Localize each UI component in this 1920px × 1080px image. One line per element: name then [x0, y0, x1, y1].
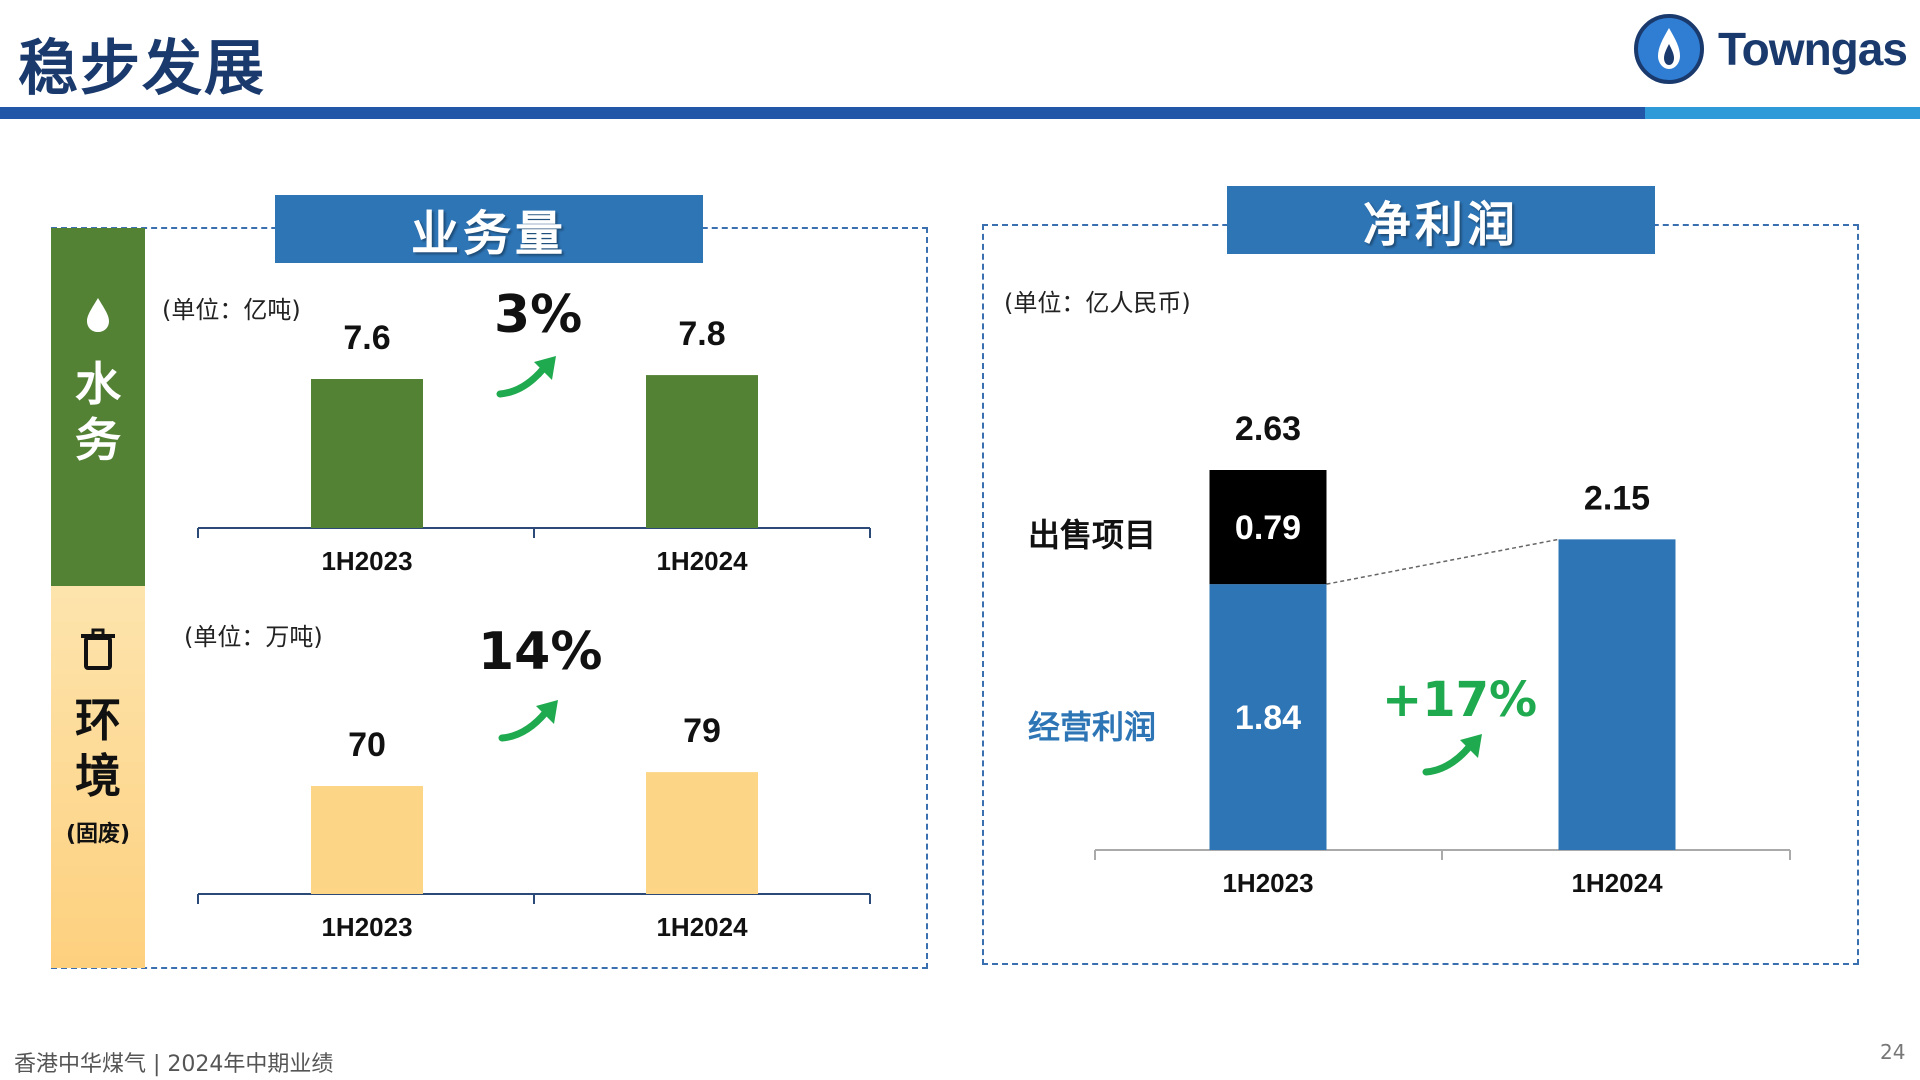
bar-1H2024	[646, 772, 758, 894]
bar-1H2024-series-0	[1558, 539, 1676, 850]
up-arrow-icon	[498, 700, 558, 742]
segment-label-1H2023-series-0: 1.84	[1235, 699, 1301, 737]
x-tick-label-1H2024: 1H2024	[656, 912, 748, 942]
header-rule-dark	[0, 107, 1645, 119]
water-label-2: 务	[75, 413, 121, 467]
environment-label-1: 环	[75, 693, 121, 747]
data-label-1H2024: 7.8	[678, 315, 725, 353]
environment-unit: (单位：万吨)	[184, 623, 323, 651]
business-volume-header: 业务量	[275, 195, 703, 263]
page-title: 稳步发展	[18, 34, 266, 104]
water-label-1: 水	[75, 357, 121, 411]
up-arrow-icon	[1422, 734, 1482, 776]
bar-1H2023	[311, 379, 423, 528]
bar-1H2024	[646, 375, 758, 528]
header-rule-light	[1645, 107, 1920, 119]
net-profit-header: 净利润	[1227, 186, 1655, 254]
towngas-logo: Towngas	[1634, 12, 1908, 92]
data-label-1H2024: 79	[683, 712, 721, 750]
water-growth: 3%	[494, 285, 583, 345]
bar-1H2023-series-0	[1209, 584, 1327, 850]
trash-bin-icon	[81, 628, 115, 670]
segment-label-1H2023-series-1: 0.79	[1235, 509, 1301, 547]
footer-text: 香港中华煤气 | 2024年中期业绩	[14, 1052, 334, 1077]
x-tick-label-1H2024: 1H2024	[656, 546, 748, 576]
water-drop-icon	[87, 298, 109, 332]
environment-sub-label: (固废)	[65, 822, 131, 847]
data-label-1H2023: 7.6	[343, 319, 390, 357]
page-number: 24	[1880, 1040, 1906, 1064]
net-profit-growth: +17%	[1382, 672, 1538, 728]
net-profit-chart: 1.84 0.79 2.63 1H2023 2.15 1H2024	[1094, 410, 1791, 898]
x-tick-label-1H2023: 1H2023	[321, 912, 412, 942]
x-tick-label-1H2023: 1H2023	[321, 546, 412, 576]
logo-badge	[1634, 14, 1704, 84]
up-arrow-icon	[496, 356, 556, 398]
total-label-1H2023: 2.63	[1235, 410, 1301, 448]
flame-icon	[1658, 28, 1680, 69]
logo-text: Towngas	[1718, 23, 1908, 75]
data-label-1H2023: 70	[348, 726, 386, 764]
connector-line	[1326, 538, 1559, 585]
bar-1H2023	[311, 786, 423, 894]
environment-growth: 14%	[478, 622, 603, 682]
bar-1H2023-series-1	[1209, 470, 1327, 585]
environment-sidebar: 环 境 (固废)	[51, 586, 145, 968]
water-chart: 7.6 1H2023 7.8 1H2024	[197, 315, 871, 576]
environment-chart: 70 1H2023 79 1H2024	[197, 712, 871, 942]
water-unit: (单位：亿吨)	[162, 296, 301, 324]
total-label-1H2024: 2.15	[1584, 479, 1650, 517]
water-sidebar: 水 务	[51, 228, 145, 586]
net-profit-unit: (单位：亿人民币)	[1004, 289, 1191, 317]
x-tick-label-1H2024: 1H2024	[1571, 868, 1663, 898]
sale-project-label: 出售项目	[1028, 516, 1157, 554]
x-tick-label-1H2023: 1H2023	[1222, 868, 1313, 898]
operating-profit-label: 经营利润	[1028, 708, 1157, 746]
environment-label-2: 境	[75, 749, 121, 803]
